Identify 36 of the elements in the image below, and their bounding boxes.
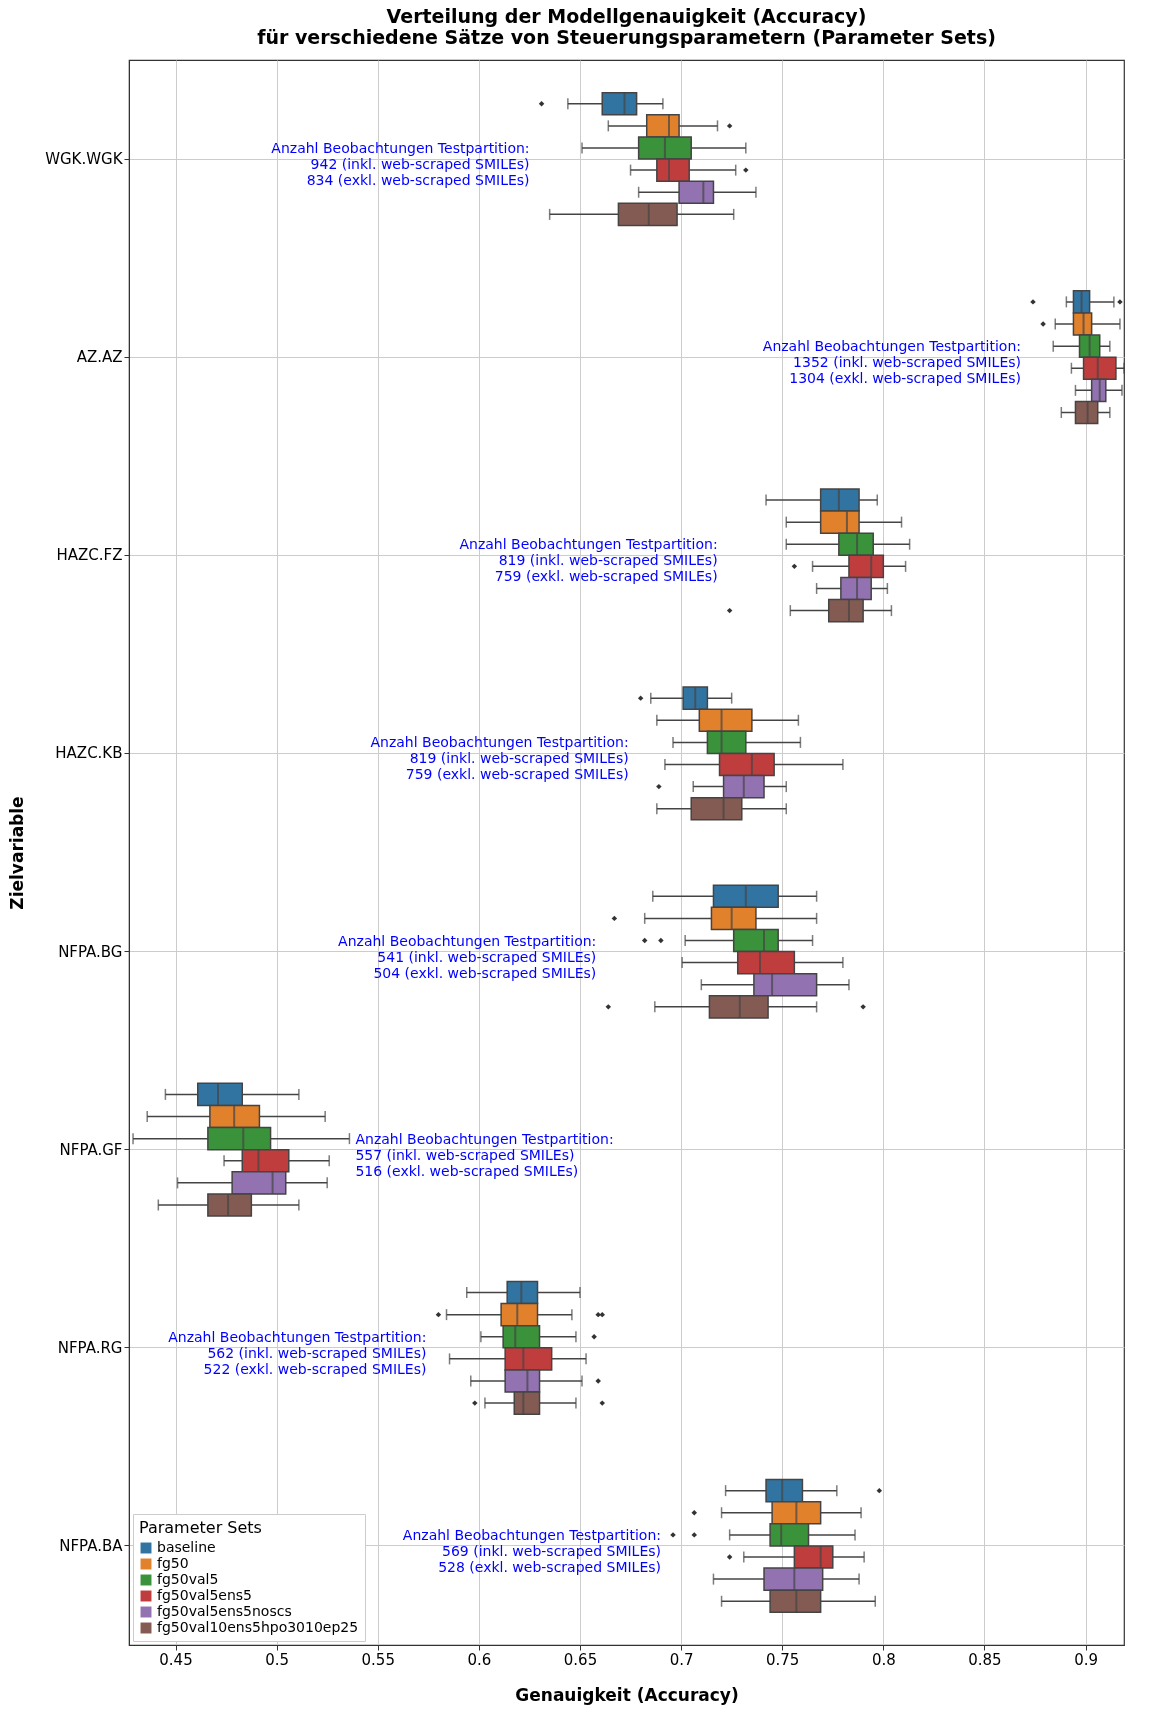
y-axis-title: Zielvariable: [7, 796, 28, 910]
legend-label: baseline: [157, 1539, 216, 1555]
x-tick-label: 0.7: [669, 1650, 694, 1669]
y-tick-label: NFPA.BG: [58, 942, 123, 961]
chart-title: Verteilung der Modellgenauigkeit (Accuracy) für verschiedene Sätze von Steuerungsparametern (Parameter Sets): [257, 5, 996, 48]
y-tick-label: HAZC.KB: [55, 744, 123, 763]
x-tick-label: 0.5: [265, 1650, 290, 1669]
y-tick-label: WGK.WGK: [45, 150, 124, 169]
annotation: Anzahl Beobachtungen Testpartition: 569 (inkl. web-scraped SMILEs) 528 (exkl. web-scraped SMILEs): [402, 1526, 662, 1575]
legend-label: fg50val5: [157, 1571, 219, 1587]
y-tick-label: NFPA.GF: [59, 1140, 123, 1159]
x-tick-label: 0.9: [1074, 1650, 1098, 1669]
annotation: Anzahl Beobachtungen Testpartition: 1352 (inkl. web-scraped SMILEs) 1304 (exkl. web-scraped SMILEs): [762, 338, 1021, 387]
annotation: Anzahl Beobachtungen Testpartition: 819 (inkl. web-scraped SMILEs) 759 (exkl. web-scraped SMILEs): [459, 536, 718, 585]
x-tick-label: 0.85: [968, 1650, 1002, 1669]
legend-title: Parameter Sets: [139, 1518, 262, 1537]
y-tick-label: HAZC.FZ: [56, 546, 123, 565]
x-tick-label: 0.45: [159, 1650, 193, 1669]
x-tick-label: 0.55: [361, 1650, 395, 1669]
legend-label: fg50val5ens5: [157, 1587, 252, 1603]
y-tick-label: NFPA.RG: [57, 1338, 123, 1357]
x-tick-label: 0.75: [766, 1650, 800, 1669]
y-tick-label: NFPA.BA: [59, 1536, 124, 1555]
y-tick-label: AZ.AZ: [76, 348, 123, 367]
x-tick-label: 0.8: [871, 1650, 896, 1669]
annotation: Anzahl Beobachtungen Testpartition: 562 (inkl. web-scraped SMILEs) 522 (exkl. web-scraped SMILEs): [168, 1328, 427, 1377]
x-tick-label: 0.6: [467, 1650, 492, 1669]
x-tick-label: 0.65: [563, 1650, 598, 1669]
annotation: Anzahl Beobachtungen Testpartition: 557 (inkl. web-scraped SMILEs) 516 (exkl. web-scraped SMILEs): [355, 1130, 614, 1179]
annotation: Anzahl Beobachtungen Testpartition: 942 (inkl. web-scraped SMILEs) 834 (exkl. web-scraped SMILEs): [271, 140, 530, 189]
legend-label: fg50val5ens5noscs: [157, 1603, 292, 1619]
annotation: Anzahl Beobachtungen Testpartition: 541 (inkl. web-scraped SMILEs) 504 (exkl. web-scraped SMILEs): [338, 932, 597, 981]
legend-label: fg50: [157, 1555, 189, 1571]
legend-label: fg50val10ens5hpo3010ep25: [157, 1619, 359, 1635]
x-axis-title: Genauigkeit (Accuracy): [515, 1684, 739, 1705]
annotation: Anzahl Beobachtungen Testpartition: 819 (inkl. web-scraped SMILEs) 759 (exkl. web-scraped SMILEs): [370, 734, 629, 783]
